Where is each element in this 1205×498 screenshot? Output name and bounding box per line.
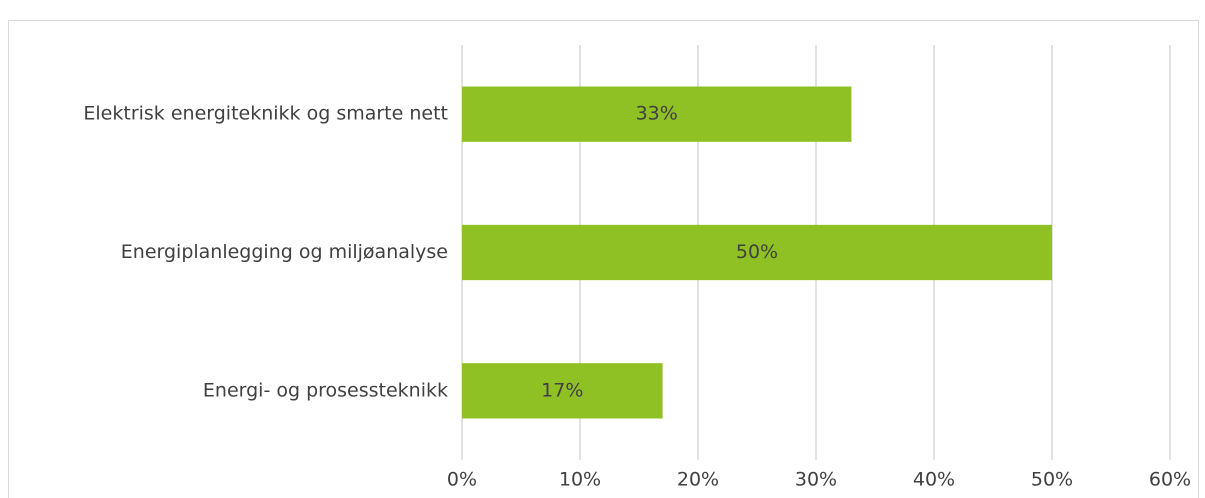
x-tick-label: 10% — [559, 469, 601, 491]
bar — [462, 224, 1052, 281]
data-label: 33% — [636, 103, 678, 125]
x-tick-label: 40% — [913, 469, 955, 491]
y-tick-label: Elektrisk energiteknikk og smarte nett — [83, 103, 448, 125]
x-tick-label: 60% — [1149, 469, 1191, 491]
x-tick-label: 50% — [1031, 469, 1073, 491]
y-tick-label: Energi- og prosessteknikk — [203, 379, 448, 401]
bar — [462, 86, 852, 142]
chart-frame — [8, 20, 1199, 498]
x-tick-label: 20% — [677, 469, 719, 491]
data-label: 17% — [541, 379, 583, 401]
data-label: 50% — [736, 241, 778, 263]
x-tick-label: 30% — [795, 469, 837, 491]
bar — [462, 363, 663, 419]
x-tick-label: 0% — [447, 469, 477, 491]
y-tick-label: Energiplanlegging og miljøanalyse — [121, 241, 448, 263]
